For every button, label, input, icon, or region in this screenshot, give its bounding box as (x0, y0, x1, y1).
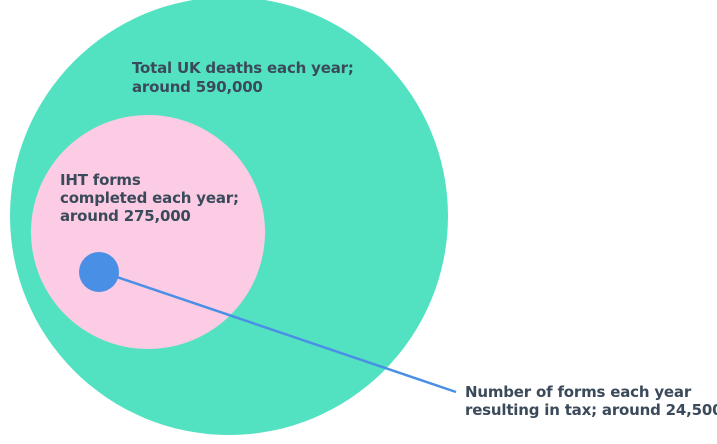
total-deaths-label-line-1: Total UK deaths each year; (132, 59, 354, 77)
taxed-forms-label: Number of forms each year resulting in t… (465, 383, 717, 419)
total-deaths-label-line-2: around 590,000 (132, 78, 263, 96)
total-deaths-label: Total UK deaths each year; around 590,00… (132, 59, 359, 96)
taxed-forms-label-line-1: Number of forms each year (465, 383, 692, 401)
iht-forms-circle (31, 115, 265, 349)
taxed-forms-label-line-2: resulting in tax; around 24,500 (465, 401, 717, 419)
connector-line (101, 270, 457, 394)
taxed-forms-circle (79, 252, 119, 292)
iht-forms-label-line-2: completed each year; (60, 189, 239, 207)
iht-forms-label-line-3: around 275,000 (60, 207, 191, 225)
iht-forms-label: IHT forms completed each year; around 27… (60, 171, 244, 225)
iht-forms-label-line-1: IHT forms (60, 171, 141, 189)
